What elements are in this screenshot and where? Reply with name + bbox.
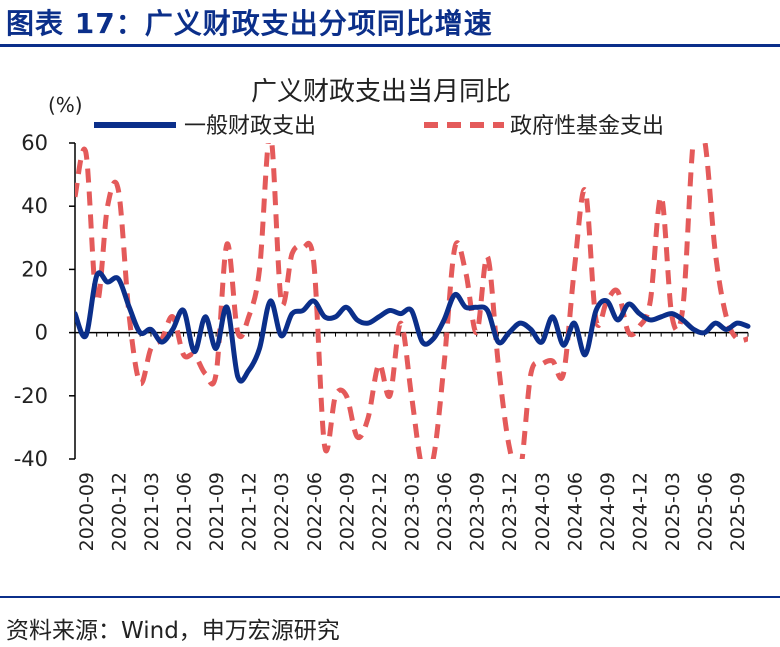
source-rule [0, 596, 780, 598]
x-tick-label: 2023-06 [434, 472, 456, 551]
x-tick-label: 2024-06 [564, 472, 586, 551]
title-rule [0, 44, 780, 47]
plot-area [75, 143, 751, 459]
chart-title: 广义财政支出当月同比 [251, 77, 511, 107]
x-tick-label: 2024-09 [597, 472, 619, 551]
x-tick-label: 2025-09 [727, 472, 749, 551]
source-note: 资料来源：Wind，申万宏源研究 [6, 618, 340, 644]
figure-title: 图表 17：广义财政支出分项同比增速 [6, 7, 493, 40]
x-tick-label: 2023-03 [402, 472, 424, 551]
legend: 一般财政支出 政府性基金支出 [94, 114, 664, 139]
y-tick-label: -40 [14, 447, 48, 471]
y-tick-label: -20 [14, 384, 48, 408]
x-tick-label: 2024-12 [629, 472, 651, 551]
series-line-general-expenditure [75, 270, 751, 384]
series-line-fund-expenditure [75, 143, 749, 459]
line-chart: 广义财政支出当月同比 (%) 一般财政支出 政府性基金支出 60 40 20 0 -20… [14, 77, 751, 551]
y-tick-label: 0 [35, 321, 48, 345]
legend-label-general: 一般财政支出 [184, 114, 316, 139]
y-tick-label: 60 [21, 131, 48, 155]
x-tick-label: 2020-09 [76, 472, 98, 551]
x-tick-label: 2025-06 [695, 472, 717, 551]
x-tick-label: 2022-12 [369, 472, 391, 551]
x-tick-label: 2025-03 [662, 472, 684, 551]
axes: 60 40 20 0 -20 -40 2020-09 2020-12 2021-03 2021-0… [14, 131, 749, 551]
x-tick-label: 2021-12 [239, 472, 261, 551]
legend-label-fund: 政府性基金支出 [510, 114, 664, 139]
x-tick-label: 2021-03 [141, 472, 163, 551]
y-tick-label: 20 [21, 257, 48, 281]
x-tick-label: 2024-03 [532, 472, 554, 551]
x-tick-label: 2023-12 [499, 472, 521, 551]
x-tick-label: 2022-06 [304, 472, 326, 551]
x-tick-label: 2022-09 [336, 472, 358, 551]
x-tick-label: 2020-12 [108, 472, 130, 551]
x-tick-label: 2023-09 [467, 472, 489, 551]
x-tick-label: 2021-09 [206, 472, 228, 551]
x-tick-label: 2021-06 [174, 472, 196, 551]
x-tick-label: 2022-03 [271, 472, 293, 551]
y-tick-label: 40 [21, 194, 48, 218]
y-axis-unit: (%) [48, 93, 83, 117]
